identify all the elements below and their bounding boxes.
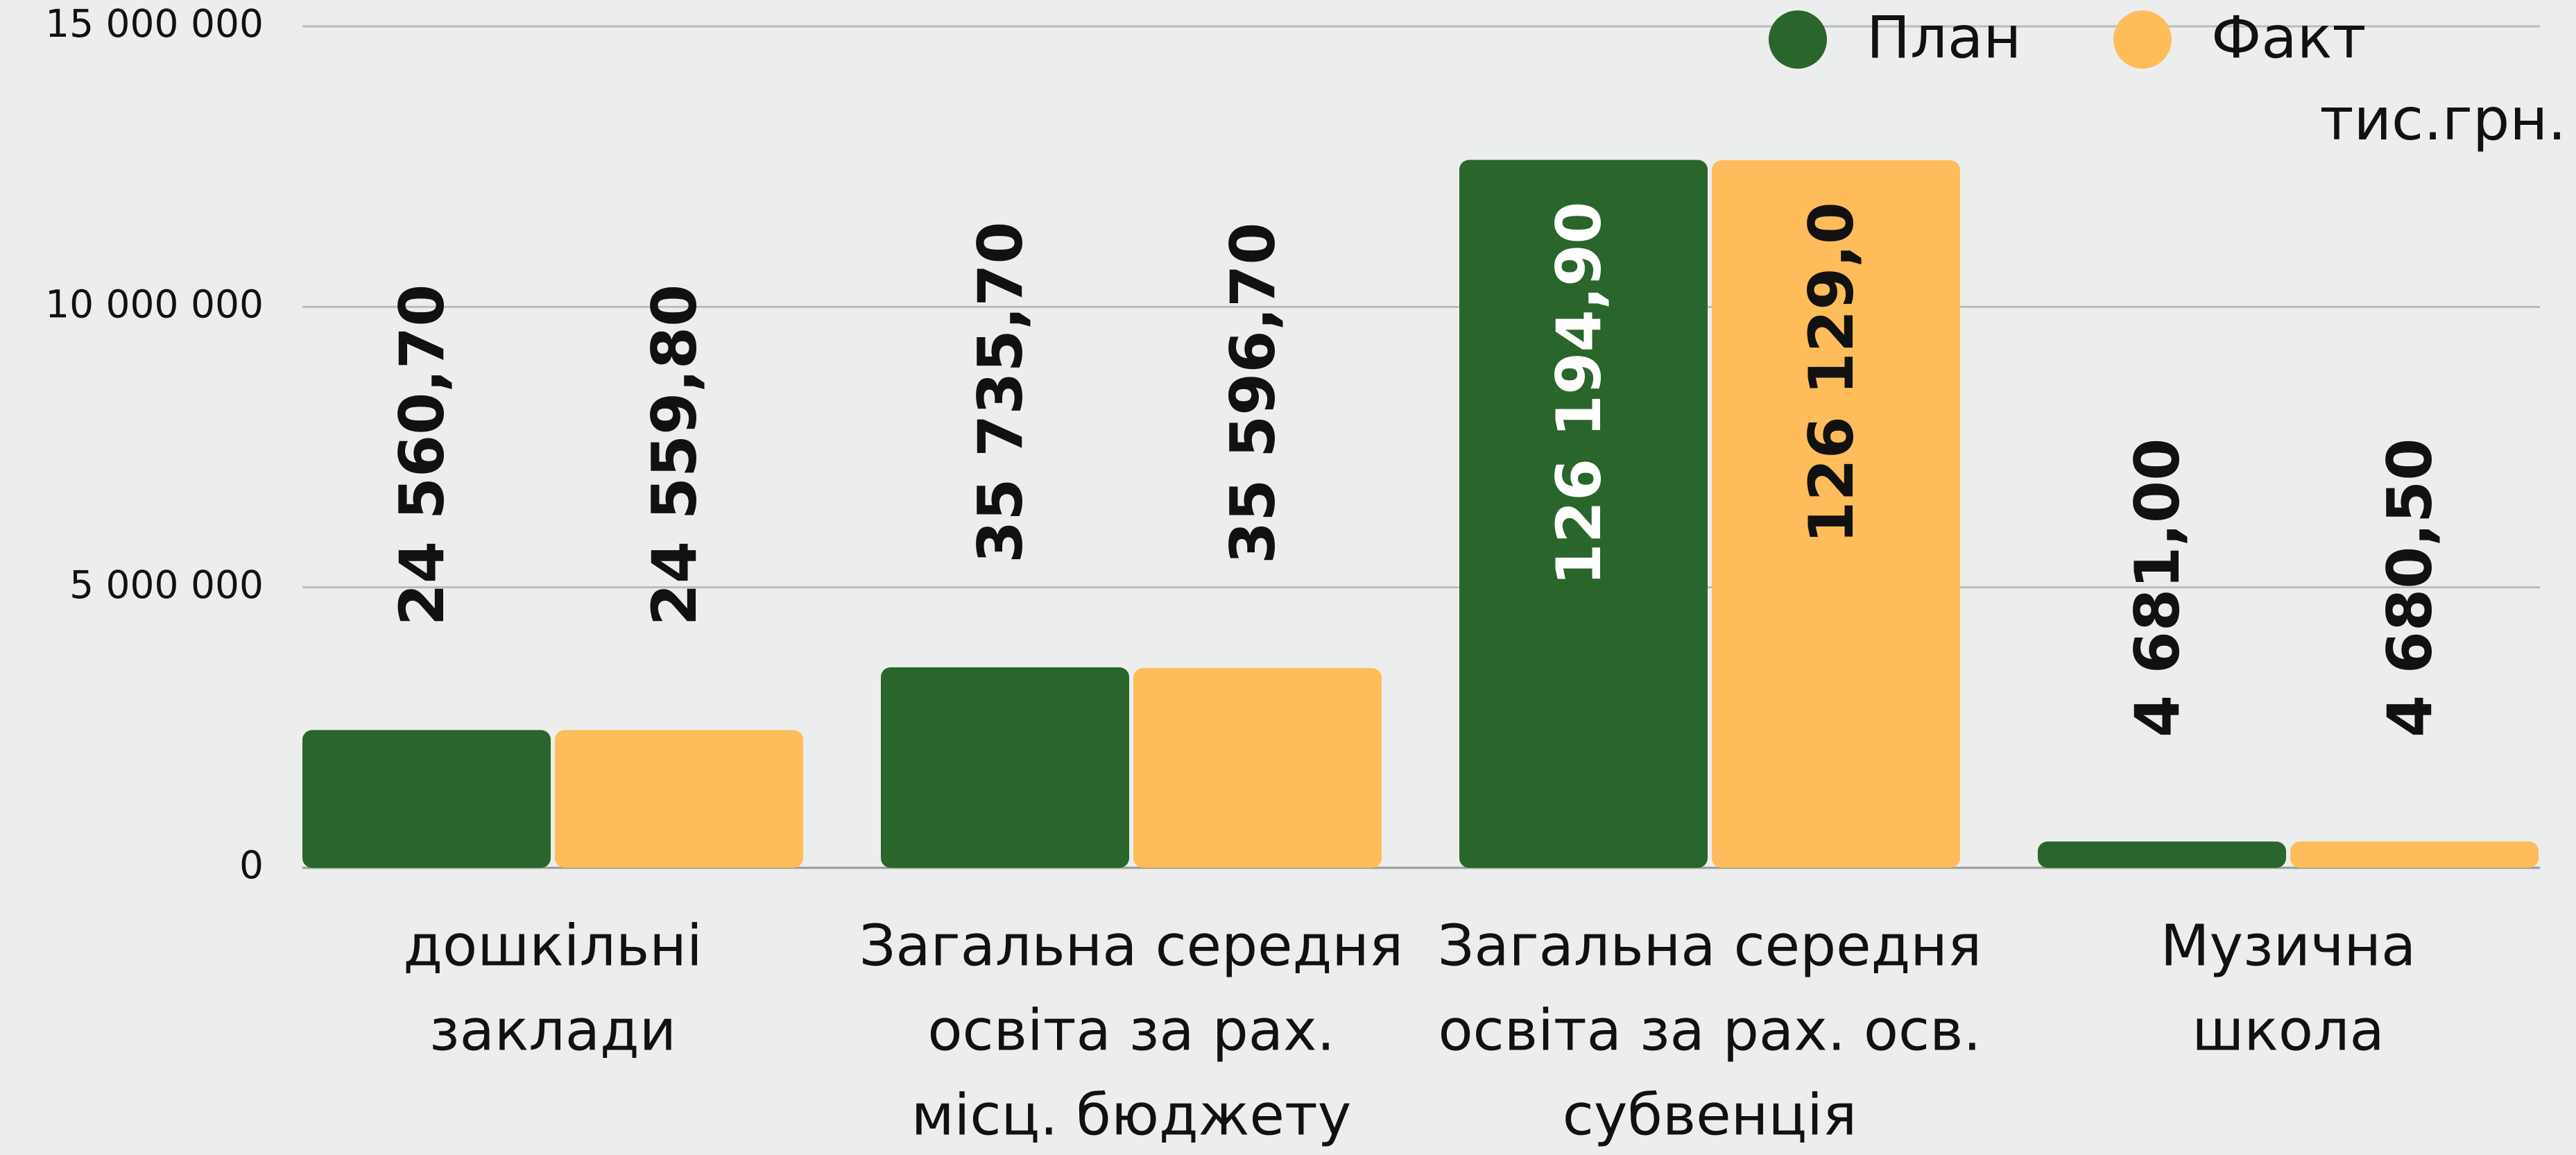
bar <box>881 667 1129 868</box>
value-label: 24 560,70 <box>386 284 458 626</box>
value-label: 35 735,70 <box>965 221 1036 563</box>
bar <box>555 730 803 868</box>
y-tick-label: 10 000 000 <box>45 282 264 326</box>
bar <box>1712 160 1960 869</box>
bar <box>2290 841 2539 868</box>
legend-label: Факт <box>2211 3 2366 71</box>
value-label: 35 596,70 <box>1217 222 1289 564</box>
value-label: 126 194,90 <box>1543 202 1615 586</box>
bar <box>1459 160 1708 868</box>
y-tick-label: 0 <box>239 843 264 887</box>
bar <box>1133 668 1382 868</box>
x-tick-label: Загальна середня <box>1438 913 1982 979</box>
legend-marker <box>2113 10 2172 69</box>
x-tick-label: дошкільні <box>403 913 702 979</box>
value-label: 4 681,00 <box>2122 438 2193 737</box>
value-label: 4 680,50 <box>2374 438 2446 737</box>
x-tick-label: Загальна середня <box>859 913 1404 979</box>
bar <box>302 730 551 868</box>
x-tick-label: субвенція <box>1563 1082 1857 1148</box>
bar <box>2038 841 2286 868</box>
x-tick-label: освіта за рах. осв. <box>1439 998 1982 1063</box>
x-tick-label: заклади <box>429 998 676 1063</box>
unit-label: тис.грн. <box>2320 85 2566 153</box>
legend-marker <box>1769 10 1827 69</box>
y-tick-label: 5 000 000 <box>69 563 264 607</box>
x-tick-label: місц. бюджету <box>911 1082 1352 1148</box>
legend-label: План <box>1866 3 2021 71</box>
x-tick-label: Музична <box>2161 913 2416 979</box>
x-tick-label: школа <box>2192 998 2384 1063</box>
x-tick-label: освіта за рах. <box>927 998 1334 1063</box>
y-tick-label: 15 000 000 <box>45 1 264 46</box>
value-label: 24 559,80 <box>639 284 710 626</box>
value-label: 126 129,0 <box>1796 202 1867 544</box>
